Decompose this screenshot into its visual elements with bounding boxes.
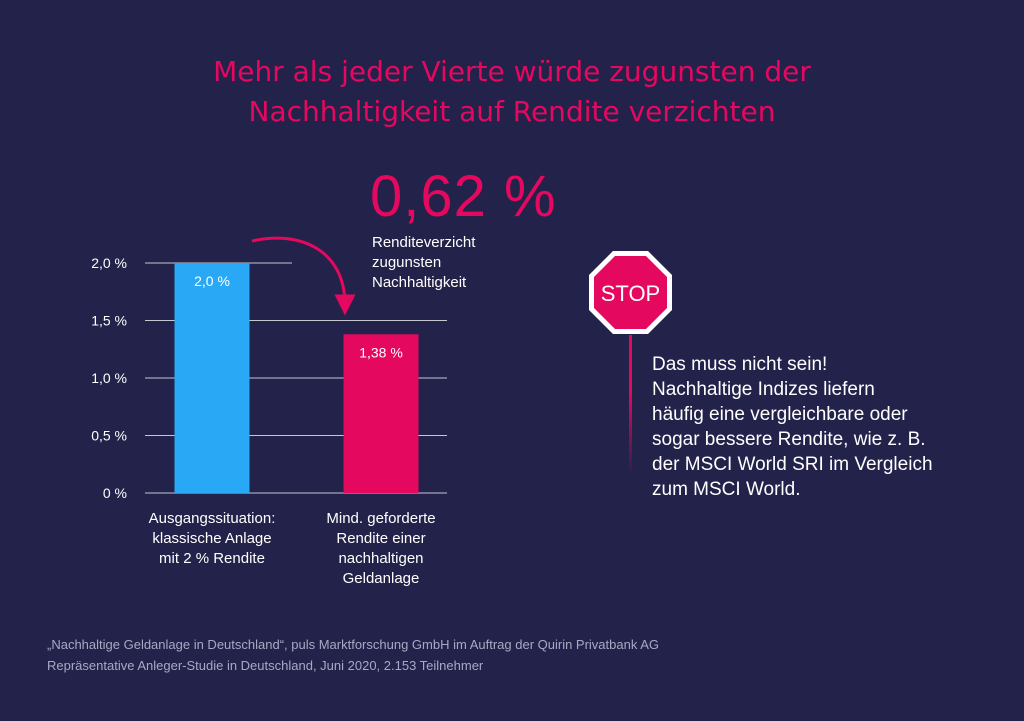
source-line: Repräsentative Anleger-Studie in Deutsch… (47, 658, 484, 673)
drop-arrow (251, 236, 356, 316)
stop-sign-text: STOP (601, 281, 661, 306)
y-tick-label: 2,0 % (91, 255, 127, 271)
highlight-caption-line: zugunsten (372, 254, 442, 271)
y-tick-label: 1,5 % (91, 313, 127, 329)
stop-sign: STOP (589, 251, 672, 334)
title-line-2: Nachhaltigkeit auf Rendite verzichten (248, 95, 776, 128)
x-category-label: Mind. geforderte (326, 510, 435, 527)
message-line: zum MSCI World. (652, 479, 801, 500)
stop-sign-pole (629, 335, 632, 475)
x-category-label: mit 2 % Rendite (159, 550, 265, 567)
message-line: Das muss nicht sein! (652, 354, 828, 375)
highlight-caption: Renditeverzicht zugunsten Nachhaltigkeit (372, 233, 532, 293)
x-category-label: klassische Anlage (152, 530, 271, 547)
bar-value-label: 2,0 % (194, 273, 230, 289)
x-category-label: nachhaltigen (338, 550, 423, 567)
bar-value-label: 1,38 % (359, 344, 403, 360)
message-line: häufig eine vergleichbare oder (652, 404, 908, 425)
bar (174, 263, 250, 493)
message-line: der MSCI World SRI im Vergleich (652, 454, 933, 475)
message-line: Nachhaltige Indizes liefern (652, 379, 875, 400)
highlight-value: 0,62 % (370, 164, 557, 229)
message-text: Das muss nicht sein! Nachhaltige Indizes… (652, 352, 972, 502)
y-tick-label: 0,5 % (91, 428, 127, 444)
bar (343, 334, 419, 493)
y-tick-label: 0 % (103, 485, 127, 501)
title-line-1: Mehr als jeder Vierte würde zugunsten de… (213, 55, 811, 88)
x-category-label: Geldanlage (343, 570, 420, 587)
chart-title: Mehr als jeder Vierte würde zugunsten de… (0, 52, 1024, 132)
highlight-caption-line: Renditeverzicht (372, 234, 476, 251)
x-category-label: Rendite einer (336, 530, 425, 547)
message-line: sogar bessere Rendite, wie z. B. (652, 429, 926, 450)
highlight-caption-line: Nachhaltigkeit (372, 274, 467, 291)
x-category-label: Ausgangssituation: (149, 510, 276, 527)
y-tick-label: 1,0 % (91, 370, 127, 386)
source-line: „Nachhaltige Geldanlage in Deutschland“,… (47, 637, 660, 652)
source-note: „Nachhaltige Geldanlage in Deutschland“,… (47, 634, 947, 676)
